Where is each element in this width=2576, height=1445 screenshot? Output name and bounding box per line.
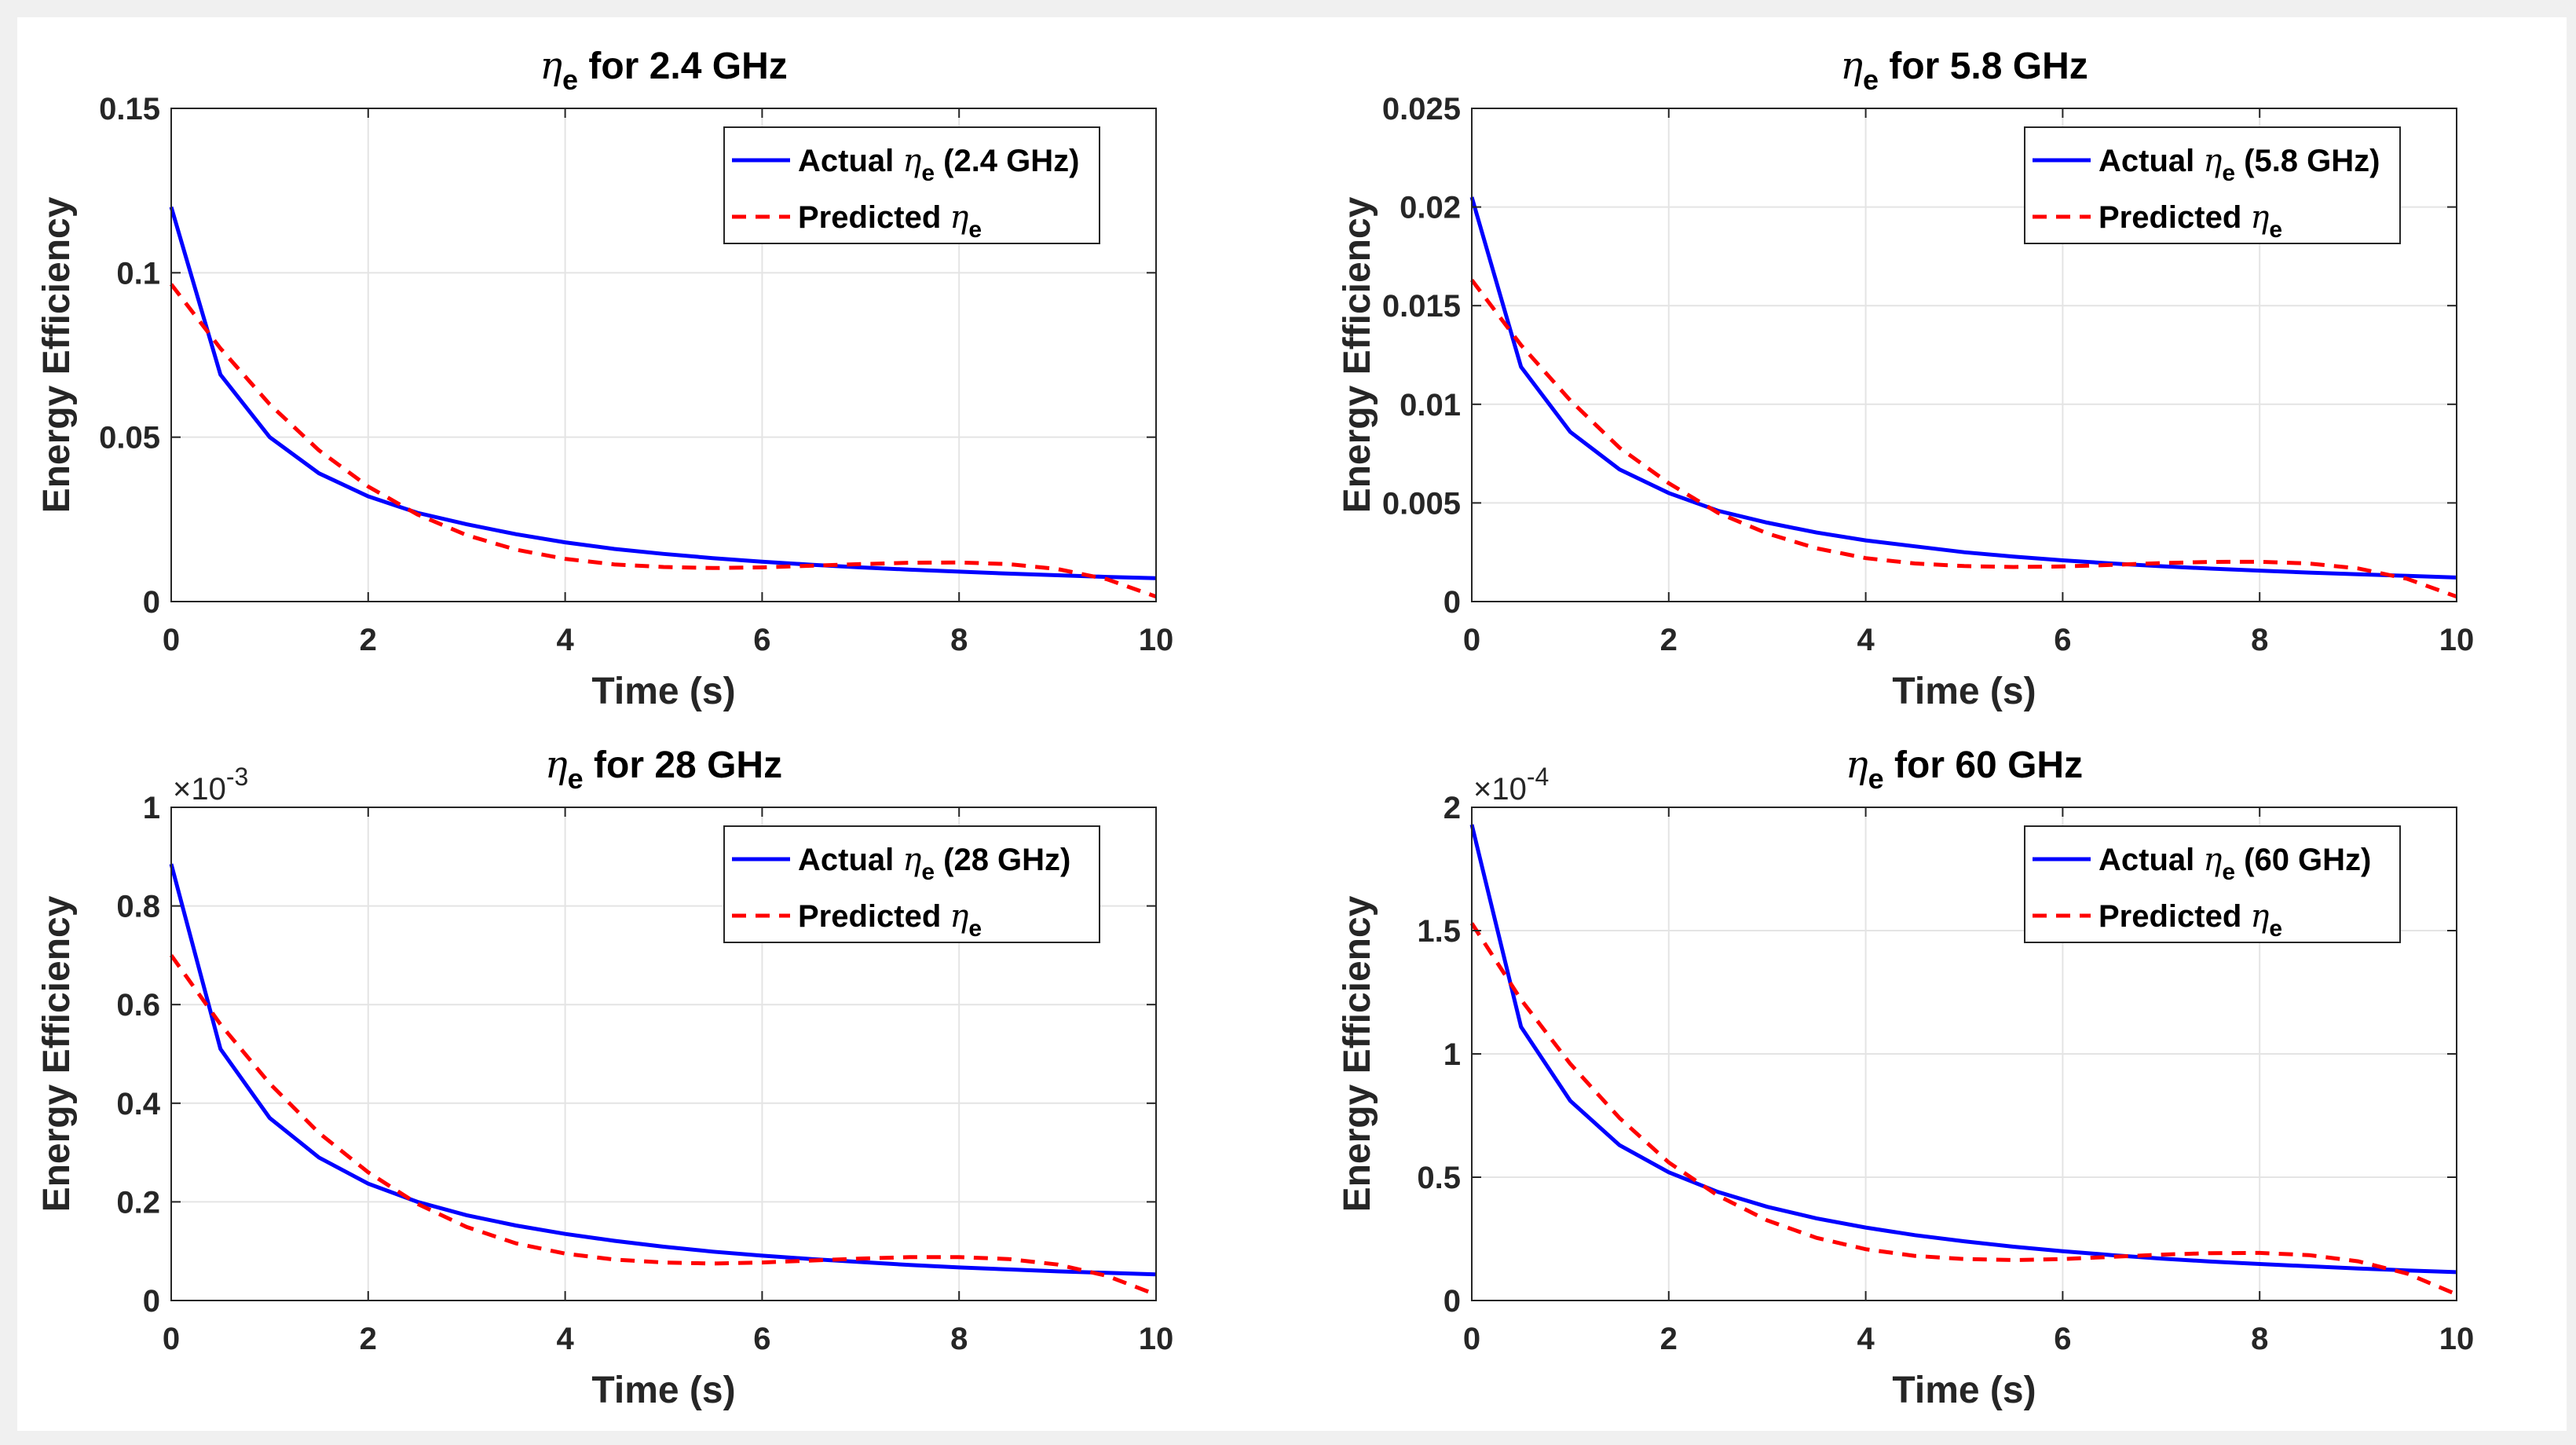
y-tick-label: 0.4 [116,1087,160,1121]
axes-box [170,108,1157,602]
y-tick-label: 0 [1444,585,1461,620]
legend-label-predicted: Predicted ηe [798,898,982,942]
x-axis-label: Time (s) [1892,671,2036,712]
y-tick-label: 0.5 [1417,1161,1461,1195]
y-tick-label: 0 [1444,1284,1461,1319]
x-axis-label: Time (s) [591,1370,735,1411]
y-exponent-label: ×10-4 [1473,763,1549,807]
y-exponent-label: ×10-3 [173,763,248,807]
legend: Actual ηe (28 GHz) Predicted ηe [723,825,1100,943]
y-tick-label: 2 [1444,791,1461,825]
x-axis-label: Time (s) [1892,1370,2036,1411]
y-tick-label: 0 [143,585,160,620]
chart-panel-1: 0 2 4 6 8 10 0 0.05 0.1 0.15 ηe for 2.4 GHz Time (s… [36,44,1173,712]
chart-title: ηe for 28 GHz [545,743,782,795]
legend-box [2024,126,2401,244]
legend: Actual ηe (60 GHz) Predicted ηe [2024,825,2401,943]
x-tick-label: 8 [950,623,968,657]
x-tick-label: 2 [360,623,377,657]
x-tick-label: 8 [2251,1322,2268,1356]
y-tick-label: 0.05 [99,421,160,455]
x-axis-label: Time (s) [591,671,735,712]
series-line-actual [1469,196,2457,580]
legend-box [2024,825,2401,943]
y-tick-label: 0.15 [99,92,160,126]
legend: Actual ηe (5.8 GHz) Predicted ηe [2024,126,2401,244]
x-tick-label: 6 [2054,1322,2071,1356]
series-line-predicted [170,283,1157,599]
axes-box [1471,108,2457,602]
y-axis-label: Energy Efficiency [1337,196,1378,513]
x-tick-label: 0 [163,623,180,657]
y-tick-label: 0.015 [1382,289,1461,324]
y-axis-label: Energy Efficiency [36,895,78,1212]
x-tick-label: 6 [753,623,770,657]
legend-label-predicted: Predicted ηe [798,199,982,243]
axes-box [170,807,1157,1301]
y-tick-label: 0.8 [116,890,160,924]
x-tick-label: 4 [556,623,574,657]
legend-label-actual: Actual ηe (28 GHz) [798,842,1070,885]
y-axis-label: Energy Efficiency [36,196,78,513]
x-tick-label: 0 [1463,1322,1480,1356]
legend-label-actual: Actual ηe (60 GHz) [2098,842,2371,885]
y-tick-label: 0.01 [1400,388,1461,423]
y-tick-label: 0.02 [1400,191,1461,225]
legend: Actual ηe (2.4 GHz) Predicted ηe [723,126,1100,244]
chart-title: ηe for 5.8 GHz [1840,44,2088,96]
x-tick-label: 0 [1463,623,1480,657]
series-line-predicted [1470,278,2457,599]
y-tick-label: 1.5 [1417,914,1461,949]
legend-label-predicted: Predicted ηe [2098,199,2282,243]
y-tick-label: 0.005 [1382,486,1461,521]
chart-title: ηe for 60 GHz [1846,743,2083,795]
x-tick-label: 0 [163,1322,180,1356]
chart-title: ηe for 2.4 GHz [540,44,788,96]
series-line-actual [1469,824,2457,1275]
y-tick-label: 0.025 [1382,92,1461,126]
series-line-predicted [1469,922,2457,1297]
figure-canvas: 0 2 4 6 8 10 0 0.05 0.1 0.15 ηe for 2.4 GHz Time (s… [17,17,2567,1431]
legend-label-predicted: Predicted ηe [2098,898,2282,942]
x-tick-label: 4 [1857,623,1875,657]
x-tick-label: 6 [2054,623,2071,657]
y-tick-label: 1 [1444,1037,1461,1072]
legend-label-actual: Actual ηe (5.8 GHz) [2098,143,2380,186]
chart-panel-4: 0 2 4 6 8 10 0 0.5 1 1.5 2 ×10-4 ηe for 60 GHz Time (… [1337,743,2474,1411]
series-line-actual [169,863,1157,1277]
x-tick-label: 2 [1660,623,1678,657]
x-tick-label: 6 [753,1322,770,1356]
x-tick-label: 10 [1139,1322,1174,1356]
chart-panel-3: 0 2 4 6 8 10 0 0.2 0.4 0.6 0.8 1 ×10-3 ηe for 28 GHz T… [36,743,1173,1411]
y-tick-label: 0.2 [116,1185,160,1220]
y-tick-label: 0.6 [116,988,160,1022]
series-line-actual [169,206,1157,580]
x-tick-label: 10 [1139,623,1174,657]
y-tick-label: 0.1 [116,256,160,291]
y-tick-label: 1 [143,791,160,825]
x-tick-label: 2 [360,1322,377,1356]
chart-panel-2: 0 2 4 6 8 10 0 0.005 0.01 0.015 0.02 0.025 ηe for 5.… [1337,44,2474,712]
x-tick-label: 4 [1857,1322,1875,1356]
x-tick-label: 8 [2251,623,2268,657]
legend-box [723,126,1100,244]
legend-label-actual: Actual ηe (2.4 GHz) [798,143,1080,186]
x-tick-label: 10 [2439,623,2475,657]
y-tick-label: 0 [143,1284,160,1319]
y-axis-label: Energy Efficiency [1337,895,1378,1212]
legend-box [723,825,1100,943]
x-tick-label: 2 [1660,1322,1678,1356]
x-tick-label: 8 [950,1322,968,1356]
x-tick-label: 10 [2439,1322,2475,1356]
x-tick-label: 4 [556,1322,574,1356]
